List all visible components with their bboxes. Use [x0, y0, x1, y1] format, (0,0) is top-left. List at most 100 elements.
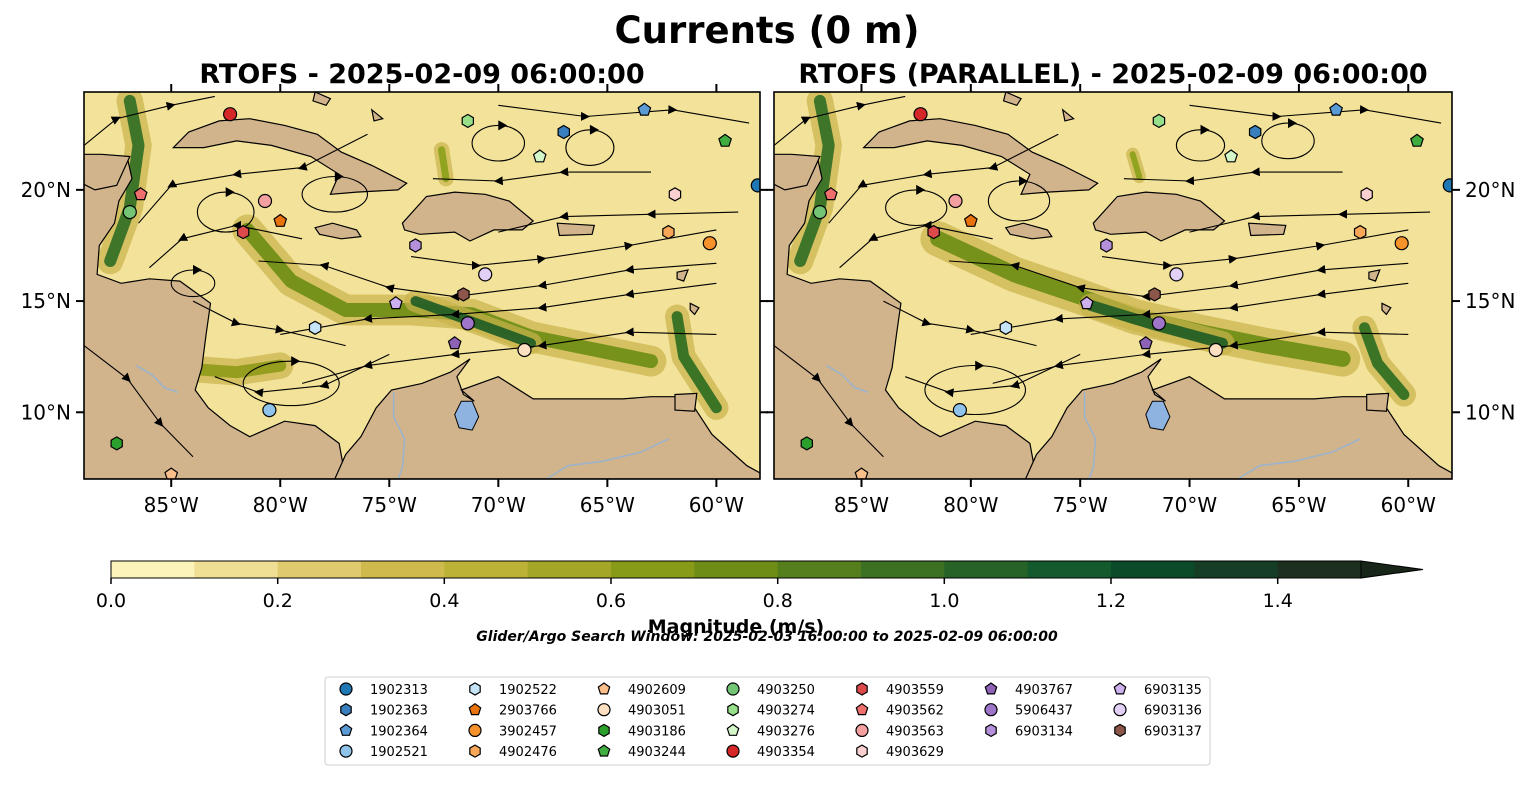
colorbar-bins [111, 561, 1362, 578]
legend-marker [855, 723, 869, 738]
legend-marker [339, 723, 353, 736]
lon-axis-rtofs: 85°W 80°W 75°W 70°W 65°W 60°W [144, 84, 744, 517]
legend-label: 1902363 [370, 704, 428, 719]
legend-label: 4903562 [886, 704, 944, 719]
streamline-arrow [1019, 176, 1028, 186]
lon-tick-label: 70°W [471, 493, 526, 517]
legend-marker [1113, 703, 1127, 717]
land-trinidad [674, 392, 698, 412]
legend-label: 1902313 [370, 683, 428, 698]
colorbar-bin [611, 561, 695, 578]
float-marker [122, 205, 137, 220]
legend-entry: 4903250 [726, 682, 815, 698]
streamline [301, 327, 717, 384]
colorbar-tick-label: 0.8 [763, 590, 793, 612]
land-hispaniola [401, 191, 535, 242]
current-band [1359, 322, 1410, 400]
float-marker [447, 336, 462, 350]
float-marker [223, 107, 238, 122]
legend-label: 6903135 [1144, 683, 1202, 698]
lon-tick-label: 75°W [1053, 493, 1108, 517]
float-marker [1138, 336, 1153, 350]
lake-maracaibo [1145, 400, 1171, 431]
float-marker [1079, 296, 1094, 310]
float-marker [1208, 342, 1223, 358]
float-marker [927, 224, 940, 240]
float-marker [948, 193, 963, 209]
legend-entry: 4903562 [855, 702, 944, 719]
colorbar-bin [1277, 561, 1362, 578]
colorbar-tick-label: 0.0 [96, 590, 126, 612]
legend-label: 4903274 [757, 704, 815, 719]
float-marker [273, 213, 288, 227]
lat-tick-label: 10°N [1465, 400, 1515, 424]
legend-marker [856, 744, 868, 758]
legend-label: 1902521 [370, 745, 428, 760]
float-marker [1360, 187, 1373, 202]
streamline [992, 327, 1409, 384]
legend-entry: 4902476 [469, 744, 557, 760]
legend-entry: 6903135 [1113, 682, 1202, 698]
current-band [438, 146, 450, 183]
legend-marker [727, 703, 739, 717]
legend-marker [855, 702, 869, 716]
legend-label: 3902457 [499, 724, 557, 739]
legend-marker [984, 703, 998, 717]
lon-tick-label: 85°W [144, 493, 199, 517]
legend-entry: 4903563 [855, 723, 944, 739]
streamline-arrow [193, 264, 202, 275]
legend-marker [339, 682, 353, 696]
colorbar-ticks: 0.0 0.2 0.4 0.6 0.8 1.0 1.2 1.4 [96, 578, 1293, 612]
float-marker [388, 296, 403, 310]
legend-label: 1902522 [499, 683, 557, 698]
colorbar-bin [861, 561, 945, 578]
legend-entry: 6903137 [1114, 723, 1202, 739]
float-marker [662, 224, 675, 240]
float-marker [668, 187, 682, 202]
legend-label: 5906437 [1015, 704, 1073, 719]
panel-title-rtofs: RTOFS - 2025-02-09 06:00:00 [199, 59, 644, 90]
map-frame-rtofs-parallel [773, 91, 1453, 480]
legend-entries: 1902313 1902363 1902364 1902521 1902522 29037… [339, 682, 1202, 760]
lat-tick-label: 20°N [1465, 178, 1515, 202]
legend-entry: 4903629 [856, 744, 944, 760]
colorbar-label: Magnitude (m/s) [648, 616, 825, 638]
map-area-rtofs-parallel [774, 92, 1452, 479]
legend-label: 4903051 [628, 704, 686, 719]
streamline [1189, 104, 1442, 124]
land-south-america [334, 358, 760, 479]
streamline [84, 345, 194, 458]
float-marker [702, 236, 717, 251]
colorbar-bin [111, 561, 195, 578]
streamline [214, 353, 390, 398]
streamline [1123, 167, 1343, 186]
colorbar-bin [1027, 561, 1112, 578]
legend-entry: 3902457 [468, 723, 557, 739]
streamline-arrow [291, 356, 301, 367]
legend-entry: 4903274 [727, 703, 815, 719]
float-marker-layer [800, 102, 1452, 479]
colorbar-tick-label: 1.2 [1096, 590, 1126, 612]
streamline-arrow [1288, 118, 1297, 129]
land-cuba [171, 118, 408, 195]
land-cuba [862, 118, 1099, 195]
float-marker [1410, 133, 1424, 147]
map-panel-rtofs-parallel: RTOFS (PARALLEL) - 2025-02-09 06:00:00 8… [766, 59, 1515, 517]
float-marker [133, 187, 148, 201]
legend-label: 4903354 [757, 745, 815, 760]
streamline-arrow [1200, 124, 1210, 135]
streamline [905, 353, 1081, 398]
river [1083, 392, 1097, 479]
streamline [432, 167, 651, 186]
float-marker-layer [110, 102, 760, 479]
float-marker [478, 267, 493, 282]
float-marker [557, 124, 571, 140]
river [392, 392, 406, 479]
map-frame-rtofs [83, 91, 761, 480]
legend-entry: 4903559 [856, 682, 944, 698]
colorbar-tick-label: 0.4 [429, 590, 459, 612]
legend-entry: 4903767 [984, 682, 1073, 698]
legend-entry: 4903276 [726, 723, 815, 739]
streamline [498, 104, 750, 124]
land-jamaica [314, 222, 362, 240]
